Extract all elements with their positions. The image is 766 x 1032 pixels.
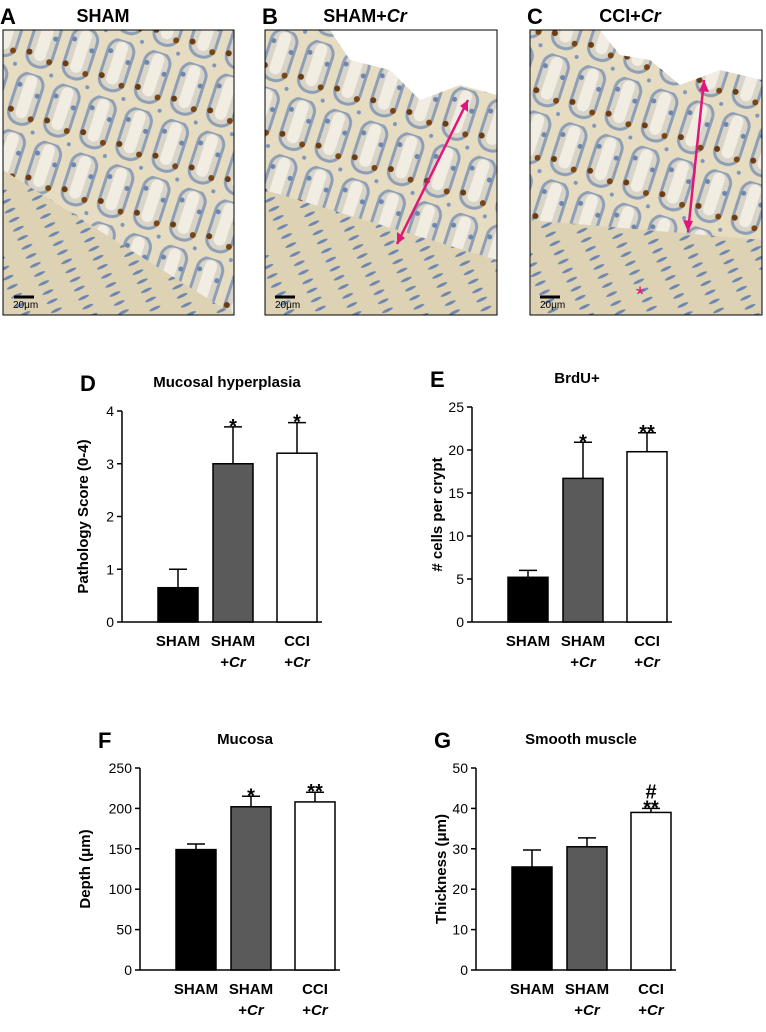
y-tick-label: 3 — [106, 456, 114, 472]
y-tick-label: 0 — [460, 962, 468, 978]
panel-letter: A — [0, 4, 16, 29]
x-tick-label: CCI +Cr — [284, 633, 311, 671]
chart-title: Mucosal hyperplasia — [153, 374, 301, 391]
x-tick-label: SHAM +Cr — [565, 981, 609, 1019]
chart: G Smooth muscle Thickness (μm) 0 10 20 30 40 50 S… — [433, 728, 676, 1019]
y-tick-label: 5 — [456, 571, 464, 587]
y-tick-label: 50 — [452, 760, 468, 776]
y-tick-label: 250 — [109, 760, 133, 776]
panel-title: SHAM — [77, 6, 130, 26]
micrograph-b — [264, 29, 498, 316]
bar — [175, 848, 217, 971]
y-axis-label: Depth (μm) — [77, 829, 94, 908]
x-tick-label: SHAM — [174, 981, 218, 998]
significance-label: * — [229, 416, 237, 438]
y-axis-label: Pathology Score (0-4) — [75, 439, 92, 593]
panel-letter: C — [527, 4, 543, 29]
chart-title: BrdU+ — [554, 370, 600, 387]
significance-label: * — [293, 412, 301, 434]
y-tick-label: 1 — [106, 561, 114, 577]
panel-title: CCI+Cr — [599, 6, 662, 26]
y-tick-label: 30 — [452, 841, 468, 857]
measure-arrow — [686, 79, 706, 233]
y-tick-label: 50 — [116, 922, 132, 938]
image-border — [529, 29, 763, 316]
image-border — [2, 29, 235, 316]
chart-title: Mucosa — [217, 731, 274, 748]
bar — [157, 586, 199, 623]
y-tick-label: 10 — [452, 922, 468, 938]
chart: F Mucosa Depth (μm) 0 50 100 150 200 250 SHAM SHAM… — [77, 728, 340, 1019]
x-tick-label: SHAM +Cr — [211, 633, 255, 671]
scale-label: 20μm — [13, 300, 38, 311]
bar — [630, 811, 672, 971]
bar — [212, 463, 254, 623]
annotation: * — [636, 282, 645, 307]
x-tick-label: CCI +Cr — [302, 981, 329, 1019]
measure-arrow — [395, 99, 470, 245]
x-tick-label: CCI +Cr — [638, 981, 665, 1019]
x-tick-label: SHAM — [156, 633, 200, 650]
y-tick-label: 100 — [109, 881, 133, 897]
lumen — [600, 30, 762, 85]
micrographs — [2, 29, 763, 316]
y-tick-label: 0 — [456, 614, 464, 630]
x-tick-label: SHAM +Cr — [561, 633, 605, 671]
muscle-layer — [3, 170, 234, 315]
chart-title: Smooth muscle — [525, 731, 637, 748]
panel-letter: D — [80, 371, 96, 396]
image-border — [264, 29, 498, 316]
scale-label: 20μm — [540, 300, 565, 311]
significance-label: ** — [307, 781, 323, 803]
y-tick-label: 4 — [106, 403, 114, 419]
bar — [562, 477, 604, 623]
scale-label: 20μm — [275, 300, 300, 311]
y-tick-label: 0 — [106, 614, 114, 630]
panel-letter: F — [98, 728, 111, 753]
bar — [626, 450, 668, 623]
significance-label: * — [579, 431, 587, 453]
bar — [511, 866, 553, 971]
muscle-layer — [530, 220, 762, 315]
y-tick-label: 25 — [448, 399, 464, 415]
muscle-layer — [265, 190, 497, 315]
panel-letter: E — [430, 367, 445, 392]
chart: D Mucosal hyperplasia Pathology Score (0-4… — [75, 371, 322, 671]
x-tick-label: SHAM — [510, 981, 554, 998]
y-tick-label: 20 — [448, 442, 464, 458]
y-tick-label: 10 — [448, 528, 464, 544]
panel-letter: B — [262, 4, 278, 29]
x-tick-label: SHAM +Cr — [229, 981, 273, 1019]
x-tick-label: CCI +Cr — [634, 633, 661, 671]
panel-letter: G — [434, 728, 451, 753]
significance-label: # — [645, 781, 656, 803]
y-tick-label: 2 — [106, 509, 114, 525]
y-tick-label: 15 — [448, 485, 464, 501]
significance-label: ** — [639, 422, 655, 444]
significance-label: * — [247, 785, 255, 807]
x-tick-label: SHAM — [506, 633, 550, 650]
y-axis-label: # cells per crypt — [429, 457, 446, 571]
y-tick-label: 0 — [124, 962, 132, 978]
y-tick-label: 200 — [109, 800, 133, 816]
lumen — [330, 30, 497, 100]
y-axis-label: Thickness (μm) — [433, 814, 450, 924]
y-tick-label: 40 — [452, 800, 468, 816]
micrograph-c — [529, 29, 763, 316]
bar — [294, 801, 336, 971]
bar — [566, 846, 608, 971]
bar — [507, 576, 549, 623]
bar — [276, 452, 318, 623]
micrograph-a — [2, 29, 235, 316]
chart: E BrdU+ # cells per crypt 0 5 10 15 20 25 SHAM SHA… — [429, 367, 672, 671]
y-tick-label: 20 — [452, 881, 468, 897]
panel-title: SHAM+Cr — [323, 6, 408, 26]
y-tick-label: 150 — [109, 841, 133, 857]
bar — [230, 806, 272, 971]
significance-label: ** — [643, 797, 659, 819]
